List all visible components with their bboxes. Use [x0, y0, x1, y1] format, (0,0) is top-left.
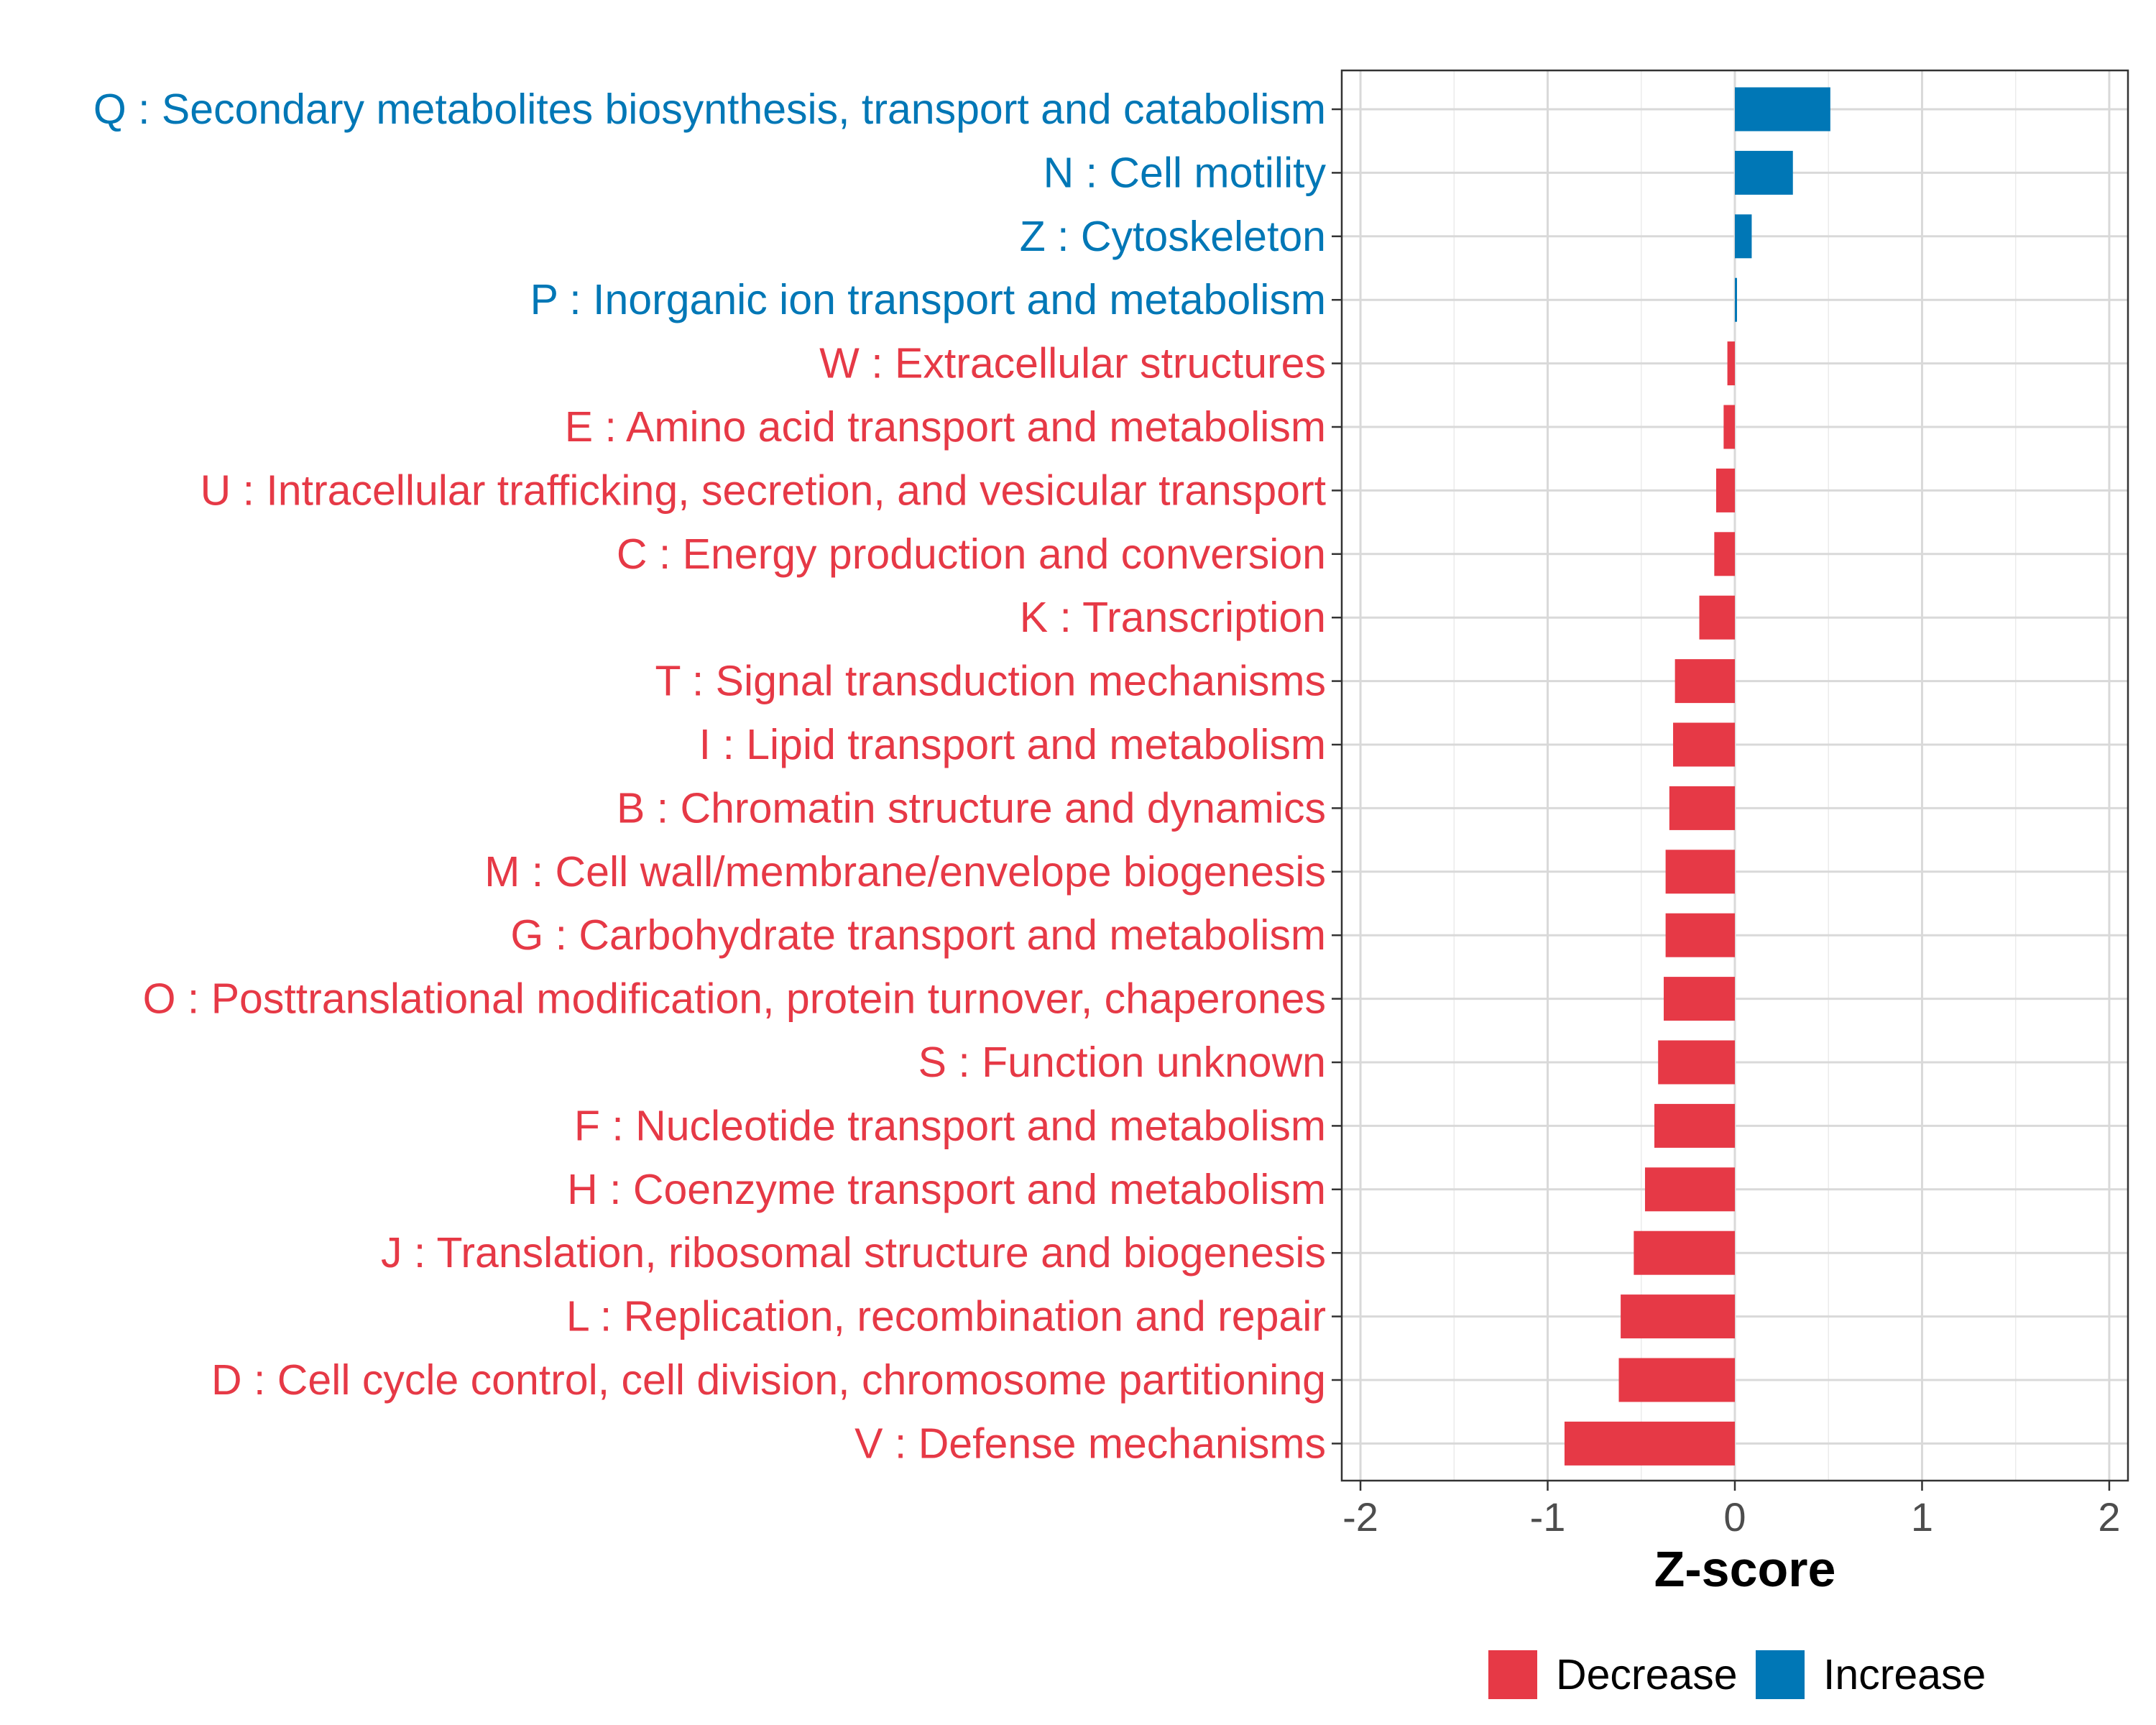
category-label: M : Cell wall/membrane/envelope biogenes… — [484, 848, 1326, 896]
category-label: D : Cell cycle control, cell division, c… — [211, 1356, 1326, 1404]
y-axis-category-labels: Q : Secondary metabolites biosynthesis, … — [93, 86, 1327, 1467]
y-axis-ticks — [1332, 108, 1342, 1445]
bar — [1658, 1040, 1735, 1085]
category-label: E : Amino acid transport and metabolism — [565, 403, 1326, 451]
bar — [1699, 595, 1735, 640]
x-tick-label: -1 — [1530, 1494, 1566, 1540]
category-label: O : Posttranslational modification, prot… — [143, 975, 1326, 1023]
bar — [1735, 87, 1830, 132]
bar — [1715, 468, 1735, 512]
category-label: T : Signal transduction mechanisms — [655, 658, 1326, 705]
category-label: H : Coenzyme transport and metabolism — [567, 1166, 1326, 1213]
bar — [1673, 722, 1735, 767]
category-label: J : Translation, ribosomal structure and… — [381, 1229, 1326, 1276]
bars — [1564, 87, 1830, 1466]
legend-label: Decrease — [1556, 1651, 1738, 1698]
category-label: C : Energy production and conversion — [617, 530, 1326, 578]
category-label: Q : Secondary metabolites biosynthesis, … — [93, 86, 1326, 133]
category-label: L : Replication, recombination and repai… — [566, 1293, 1326, 1340]
bar — [1674, 659, 1735, 704]
legend: Decrease Increase — [1488, 1650, 1986, 1699]
bar — [1665, 913, 1735, 957]
category-label: S : Function unknown — [918, 1039, 1326, 1086]
bar — [1621, 1294, 1735, 1339]
x-axis-title: Z-score — [1654, 1541, 1836, 1597]
bar — [1644, 1167, 1735, 1212]
bar — [1665, 850, 1735, 894]
x-tick-label: 2 — [2098, 1494, 2120, 1540]
legend-key-decrease — [1488, 1650, 1537, 1699]
category-label: B : Chromatin structure and dynamics — [617, 784, 1326, 832]
bar — [1654, 1103, 1735, 1148]
x-tick-label: 1 — [1911, 1494, 1933, 1540]
category-label: G : Carbohydrate transport and metabolis… — [510, 911, 1326, 959]
category-label: N : Cell motility — [1044, 149, 1327, 196]
bar — [1669, 786, 1735, 830]
bar — [1727, 341, 1735, 386]
bar — [1714, 532, 1735, 576]
category-label: F : Nucleotide transport and metabolism — [574, 1102, 1326, 1149]
category-label: Z : Cytoskeleton — [1020, 213, 1326, 260]
legend-key-increase — [1756, 1650, 1805, 1699]
category-label: W : Extracellular structures — [819, 340, 1326, 387]
bar — [1735, 214, 1752, 259]
x-tick-label: -2 — [1342, 1494, 1378, 1540]
category-label: V : Defense mechanisms — [854, 1420, 1326, 1467]
bar — [1634, 1230, 1735, 1275]
category-label: P : Inorganic ion transport and metaboli… — [530, 276, 1326, 323]
category-label: K : Transcription — [1020, 594, 1326, 641]
category-label: U : Intracellular trafficking, secretion… — [201, 466, 1326, 514]
x-tick-label: 0 — [1723, 1494, 1746, 1540]
bar — [1723, 405, 1735, 449]
x-axis-ticks: -2 -1 0 1 2 — [1342, 1481, 2121, 1540]
category-label: I : Lipid transport and metabolism — [699, 721, 1326, 768]
bar — [1735, 277, 1737, 322]
bar — [1618, 1358, 1735, 1402]
bar — [1564, 1421, 1735, 1466]
legend-label: Increase — [1823, 1651, 1986, 1698]
bar — [1664, 977, 1735, 1021]
bar — [1735, 150, 1793, 195]
